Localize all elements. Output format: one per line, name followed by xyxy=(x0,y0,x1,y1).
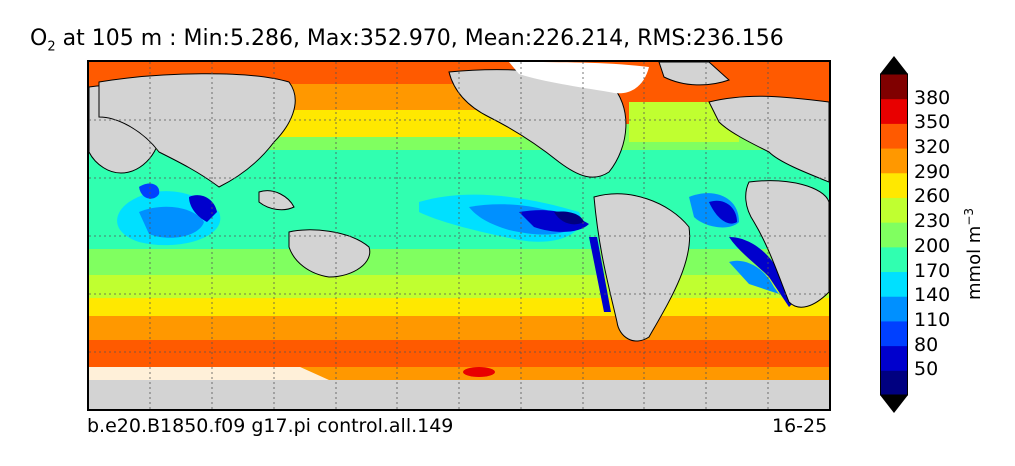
colorbar-tick-label: 200 xyxy=(914,234,951,257)
colorbar xyxy=(880,56,908,413)
continent-south-america xyxy=(593,193,691,342)
continent-europe xyxy=(708,95,829,183)
colorbar-under-arrow xyxy=(880,395,908,413)
colorbar-tick-label: 110 xyxy=(914,308,951,331)
east-pacific-50 xyxy=(554,211,584,225)
colorbar-tick-label: 350 xyxy=(914,111,951,134)
colorbar-segment xyxy=(880,271,908,297)
colorbar-tick-label: 170 xyxy=(914,259,951,282)
arctic-ice xyxy=(509,62,649,94)
maritime-continent xyxy=(258,190,295,211)
colorbar-segment xyxy=(880,74,908,100)
antarctica-land xyxy=(89,380,829,409)
peru-chile-coast-omz xyxy=(589,237,611,312)
indian-ocean-110 xyxy=(139,206,204,238)
ross-sea-patch xyxy=(463,367,495,377)
colorbar-segment xyxy=(880,98,908,124)
map-gridlines xyxy=(89,62,829,409)
ocean-oxygen-map xyxy=(87,60,831,411)
colorbar-segment xyxy=(880,148,908,174)
colorbar-tick-label: 260 xyxy=(914,185,951,208)
map-canvas xyxy=(89,62,829,409)
colorbar-segment xyxy=(880,320,908,347)
continent-australia xyxy=(288,229,371,278)
colorbar-tick-label: 80 xyxy=(914,333,939,356)
colorbar-tick-label: 290 xyxy=(914,160,951,183)
run-name: b.e20.B1850.f09 g17.pi control.all.149 xyxy=(87,415,454,437)
colorbar-unit: mmol m−3 xyxy=(962,207,985,300)
greenland xyxy=(658,62,730,86)
colorbar-tick-label: 140 xyxy=(914,284,951,307)
colorbar-segment xyxy=(880,123,908,149)
map-title: O2 at 105 m : Min:5.286, Max:352.970, Me… xyxy=(30,26,784,55)
colorbar-over-arrow xyxy=(880,56,908,74)
colorbar-segment xyxy=(880,296,908,322)
band-200 xyxy=(89,247,829,275)
colorbar-outline xyxy=(880,73,908,396)
colorbar-tick-label: 230 xyxy=(914,210,951,233)
colorbar-segment xyxy=(880,345,908,371)
colorbar-segment xyxy=(880,370,908,396)
east-atlantic-80 xyxy=(709,200,737,224)
colorbar-segment xyxy=(880,172,908,198)
benguela-omz xyxy=(729,237,794,307)
southeast-atlantic-110 xyxy=(729,260,779,294)
arabian-sea-80 xyxy=(139,183,160,199)
colorbar-tick-label: 50 xyxy=(914,358,939,381)
colorbar-segment xyxy=(880,197,908,223)
bay-of-bengal-50 xyxy=(189,195,217,222)
colorbar-segment xyxy=(880,222,908,248)
year-range: 16-25 xyxy=(772,415,828,437)
continent-eurasia xyxy=(98,73,296,188)
colorbar-tick-label: 380 xyxy=(914,86,951,109)
colorbar-tick-label: 320 xyxy=(914,136,951,159)
band-290 xyxy=(89,312,829,340)
colorbar-segment xyxy=(880,246,908,273)
continent-africa xyxy=(745,180,829,308)
